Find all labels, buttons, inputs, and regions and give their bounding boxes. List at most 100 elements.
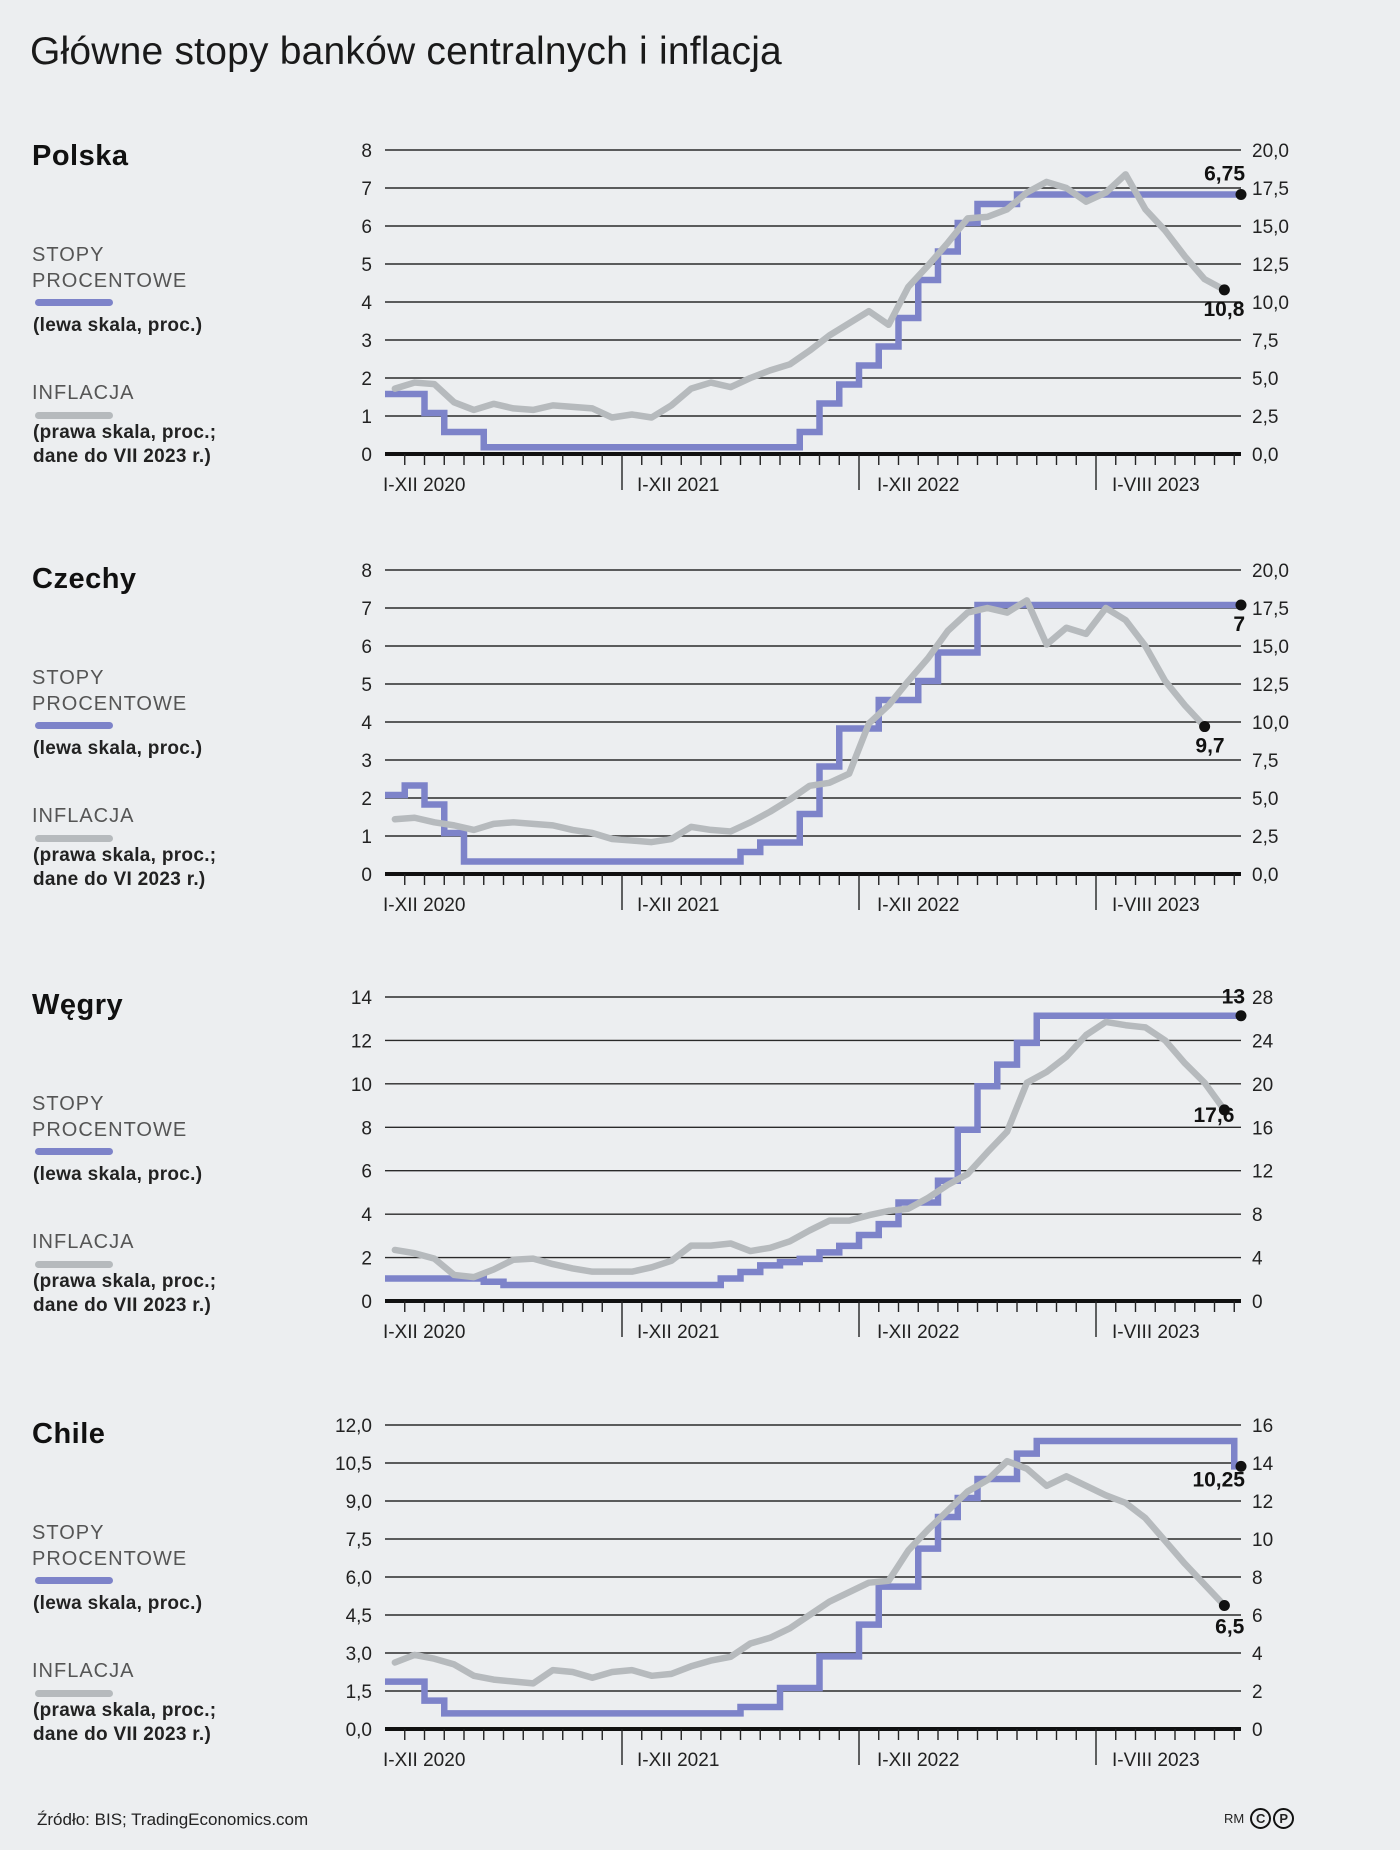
right-tick-label: 16 xyxy=(1252,1416,1273,1437)
right-tick-label: 17,5 xyxy=(1252,179,1289,200)
left-tick-label: 1,5 xyxy=(346,1682,372,1703)
legend-rates-swatch xyxy=(35,1577,113,1584)
right-tick-label: 8 xyxy=(1252,1568,1263,1589)
inflation-end-label: 10,8 xyxy=(1204,298,1245,321)
left-tick-label: 8 xyxy=(361,1118,372,1139)
x-tick-label: I-XII 2021 xyxy=(637,475,719,496)
left-tick-label: 6 xyxy=(361,637,372,658)
left-tick-label: 4 xyxy=(361,713,372,734)
right-tick-label: 28 xyxy=(1252,988,1273,1009)
right-tick-label: 10 xyxy=(1252,1530,1273,1551)
rates-end-dot xyxy=(1235,189,1247,200)
right-tick-label: 17,5 xyxy=(1252,599,1289,620)
left-tick-label: 6,0 xyxy=(346,1568,372,1589)
right-tick-label: 0,0 xyxy=(1252,865,1278,886)
rates-line xyxy=(385,601,1241,865)
chart-polska: 0 1 2 3 4 5 6 7 8 0,0 2,5 5,0 7,5 10,0 12,5 15,0 17,5 20,… xyxy=(361,141,1289,496)
rates-end-label: 10,25 xyxy=(1192,1468,1245,1491)
right-tick-label: 5,0 xyxy=(1252,369,1278,390)
right-tick-label: 4 xyxy=(1252,1644,1263,1665)
right-tick-label: 7,5 xyxy=(1252,331,1278,352)
legend-rates-note: (lewa skala, proc.) xyxy=(33,1593,203,1614)
inflation-end-dot xyxy=(1218,1600,1230,1611)
legend-rates-swatch xyxy=(35,722,113,729)
legend-inflation-note: (prawa skala, proc.; xyxy=(33,1700,217,1721)
right-tick-label: 4 xyxy=(1252,1249,1263,1270)
left-tick-label: 4,5 xyxy=(346,1606,372,1627)
x-tick-label: I-XII 2021 xyxy=(637,895,719,916)
right-tick-label: 2,5 xyxy=(1252,407,1278,428)
left-tick-label: 10 xyxy=(351,1075,372,1096)
chart-chile: 0,0 1,5 3,0 4,5 6,0 7,5 9,0 10,5 12,0 0 2 4 6 8 10 12 14… xyxy=(335,1416,1274,1771)
legend-rates-head: PROCENTOWE xyxy=(32,270,188,292)
left-tick-label: 8 xyxy=(361,561,372,582)
x-tick-label: I-VIII 2023 xyxy=(1112,475,1200,496)
x-tick-label: I-XII 2022 xyxy=(877,895,959,916)
legend-rates-swatch xyxy=(35,1148,113,1155)
legend-rates-swatch xyxy=(35,299,113,306)
legend-rates-note: (lewa skala, proc.) xyxy=(33,1164,203,1185)
legend-rates-head: STOPY xyxy=(32,667,105,689)
inflation-end-label: 9,7 xyxy=(1195,735,1224,758)
right-tick-label: 2,5 xyxy=(1252,827,1278,848)
rates-line xyxy=(385,191,1241,451)
rates-end-label: 6,75 xyxy=(1204,163,1245,186)
legend-inflation-note: dane do VII 2023 r.) xyxy=(33,1295,212,1316)
copyright-mark: RM C P xyxy=(1224,1808,1295,1829)
left-tick-label: 0,0 xyxy=(346,1720,372,1741)
left-tick-label: 0 xyxy=(361,865,372,886)
legend-rates-head: PROCENTOWE xyxy=(32,1119,188,1141)
left-tick-label: 4 xyxy=(361,293,372,314)
left-tick-label: 3,0 xyxy=(346,1644,372,1665)
left-tick-label: 2 xyxy=(361,1249,372,1270)
right-tick-label: 8 xyxy=(1252,1205,1263,1226)
legend-rates-head: STOPY xyxy=(32,1522,105,1544)
rates-line xyxy=(385,1012,1241,1289)
left-tick-label: 7,5 xyxy=(346,1530,372,1551)
x-tick-label: I-XII 2022 xyxy=(877,1322,959,1343)
right-tick-label: 12 xyxy=(1252,1162,1273,1183)
legend-inflation-head: INFLACJA xyxy=(32,1231,135,1253)
x-tick-label: I-VIII 2023 xyxy=(1112,1750,1200,1771)
right-tick-label: 6 xyxy=(1252,1606,1263,1627)
phonogram-icon: P xyxy=(1273,1808,1295,1829)
legend-inflation-swatch xyxy=(35,1690,113,1697)
left-tick-label: 12 xyxy=(351,1031,372,1052)
right-tick-label: 24 xyxy=(1252,1031,1274,1052)
author-initials: RM xyxy=(1224,1811,1245,1826)
legend-rates-note: (lewa skala, proc.) xyxy=(33,738,203,759)
left-tick-label: 1 xyxy=(361,827,372,848)
panel-czechy: Czechy STOPY PROCENTOWE (lewa skala, pro… xyxy=(0,563,360,973)
rates-end-label: 13 xyxy=(1222,986,1245,1009)
legend-rates-head: STOPY xyxy=(32,1093,105,1115)
rates-end-dot xyxy=(1235,599,1247,611)
chart-czechy: 0 1 2 3 4 5 6 7 8 0,0 2,5 5,0 7,5 10,0 12,5 15,0 17,5 20,… xyxy=(361,561,1289,916)
right-tick-label: 14 xyxy=(1252,1454,1274,1475)
left-tick-label: 7 xyxy=(361,599,372,620)
country-title: Węgry xyxy=(32,989,124,1021)
left-tick-label: 2 xyxy=(361,789,372,810)
inflation-line xyxy=(391,171,1228,421)
legend-inflation-note: (prawa skala, proc.; xyxy=(33,422,217,443)
left-tick-label: 4 xyxy=(361,1205,372,1226)
country-title: Czechy xyxy=(32,563,137,595)
right-tick-label: 5,0 xyxy=(1252,789,1278,810)
x-tick-label: I-XII 2020 xyxy=(383,475,465,496)
inflation-end-dot xyxy=(1199,721,1211,733)
source-note: Źródło: BIS; TradingEconomics.com xyxy=(37,1810,309,1829)
legend-inflation-swatch xyxy=(35,1261,113,1268)
rates-end-dot xyxy=(1235,1010,1247,1022)
legend-inflation-swatch xyxy=(35,835,113,842)
left-tick-label: 12,0 xyxy=(335,1416,372,1437)
page-title: Główne stopy banków centralnych i inflac… xyxy=(30,30,782,73)
inflation-line xyxy=(391,597,1208,846)
legend-inflation-note: dane do VI 2023 r.) xyxy=(33,869,206,890)
x-tick-label: I-VIII 2023 xyxy=(1112,1322,1200,1343)
left-tick-label: 7 xyxy=(361,179,372,200)
rates-line xyxy=(385,1437,1241,1717)
left-tick-label: 3 xyxy=(361,751,372,772)
x-tick-label: I-XII 2022 xyxy=(877,1750,959,1771)
left-tick-label: 6 xyxy=(361,217,372,238)
